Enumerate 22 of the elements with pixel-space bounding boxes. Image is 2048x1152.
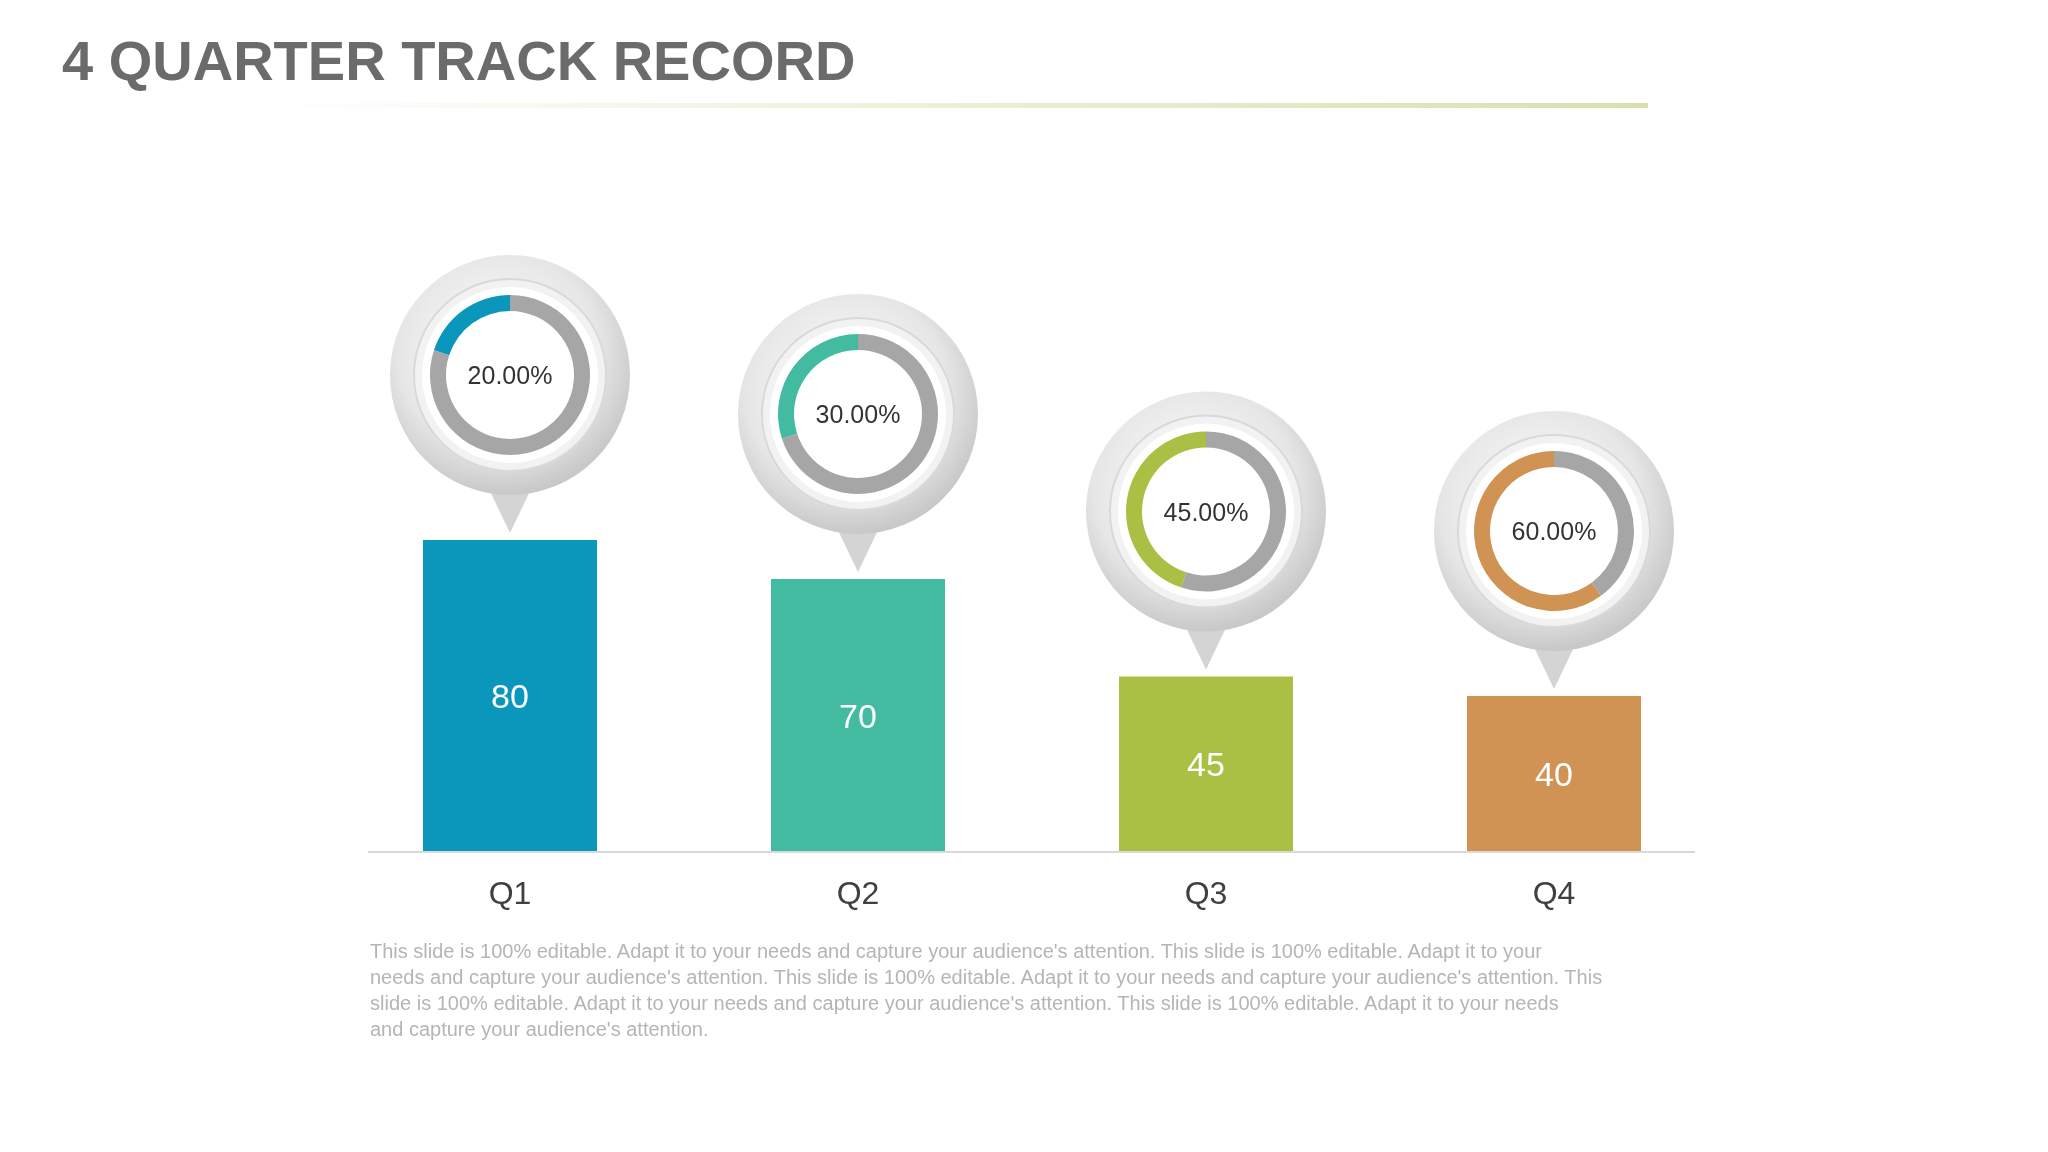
annotation: 60.00% (1511, 517, 1597, 545)
chart-title: 4 QUARTER TRACK RECORD (62, 29, 856, 92)
bar (1119, 676, 1293, 852)
donut-slice (433, 295, 510, 356)
data-label: 40 (1535, 755, 1573, 793)
text: 30.00% (815, 400, 901, 428)
donut-slice (781, 334, 938, 494)
bar (771, 579, 945, 852)
data-label: 45 (1187, 745, 1225, 784)
bar (1467, 696, 1641, 852)
x-tick-label: Q2 (836, 875, 880, 911)
donut-slice (1474, 451, 1602, 611)
data-label: 80 (491, 677, 529, 715)
data-label: 70 (839, 696, 877, 735)
text: 45.00% (1163, 497, 1249, 526)
donut-slice (430, 295, 590, 455)
x-tick-label: Q1 (488, 875, 532, 911)
x-tick-label: Q4 (1532, 875, 1576, 911)
bar (423, 540, 597, 852)
x-tick-label: Q3 (1184, 875, 1228, 911)
text: 20.00% (467, 361, 553, 389)
text: This slide is 100% editable. Adapt it to your needs and capture your audience's attention. This slide is 100% editable. Adapt it to your needs and capture your audience's attention. This slide is 100% editable. Adapt it to your needs and capture your audience's attention. This slide is 100% editable. Adapt it to your needs and capture your audience's attention. This slide is 100% editable. Adapt it to your needs and capture your audience's attention. (370, 940, 1603, 1040)
